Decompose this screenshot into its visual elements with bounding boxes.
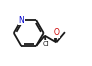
Text: Cl: Cl bbox=[42, 41, 49, 47]
Text: O: O bbox=[53, 28, 59, 37]
Text: N: N bbox=[18, 16, 24, 25]
